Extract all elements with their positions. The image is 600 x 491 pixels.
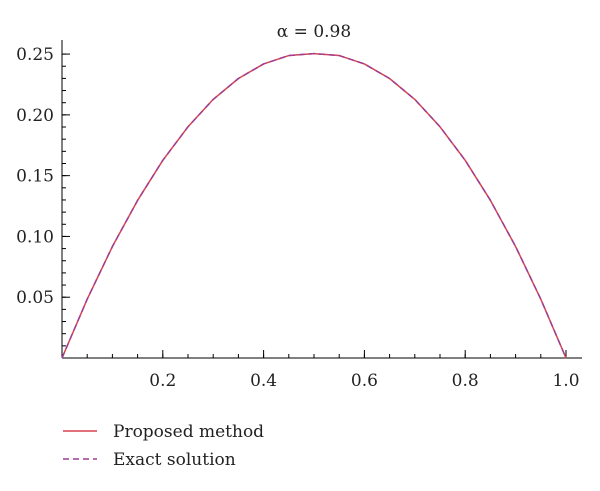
chart-title: α = 0.98 <box>277 22 351 42</box>
legend-entry-proposed-method: Proposed method <box>63 422 264 442</box>
x-tick-label: 0.4 <box>250 371 277 391</box>
x-tick-label: 0.2 <box>149 371 176 391</box>
axes <box>61 40 582 359</box>
y-tick-label: 0.20 <box>16 106 54 126</box>
y-tick-label: 0.10 <box>16 227 54 247</box>
legend-entry-exact-solution: Exact solution <box>63 450 236 470</box>
y-tick-label: 0.15 <box>16 167 54 187</box>
y-tick-label: 0.25 <box>16 45 54 65</box>
x-tick-label: 1.0 <box>552 371 579 391</box>
x-tick-label: 0.8 <box>452 371 479 391</box>
tick-labels: 0.2 0.4 0.6 0.8 1.0 0.05 0.10 0.15 0.20 0.25 <box>16 45 579 391</box>
series-line-exact-solution <box>61 52 567 359</box>
legend: Proposed method Exact solution <box>63 422 264 470</box>
x-tick-label: 0.6 <box>351 371 378 391</box>
major-ticks <box>62 53 567 358</box>
legend-label-proposed-method: Proposed method <box>113 422 264 442</box>
y-tick-label: 0.05 <box>16 288 54 308</box>
legend-label-exact-solution: Exact solution <box>113 450 236 470</box>
series-lines <box>61 52 567 359</box>
series-line-proposed-method <box>61 52 567 359</box>
minor-ticks <box>62 53 567 358</box>
